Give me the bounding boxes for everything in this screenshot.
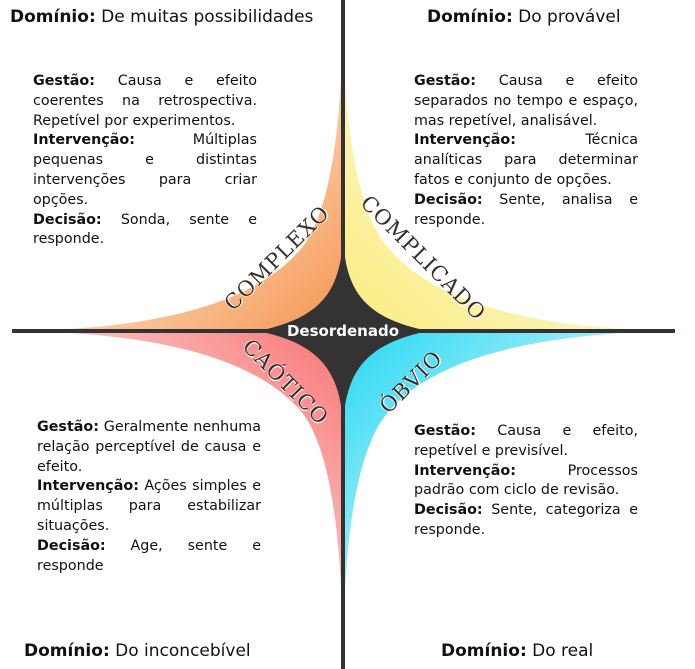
disorder-label: Desordenado <box>286 322 399 340</box>
chaotic-description: Gestão: Geralmente nenhuma relação perce… <box>37 419 262 574</box>
domain-obvious: Domínio: Do real <box>441 641 594 661</box>
chaotic-region <box>0 331 343 669</box>
domain-complex: Domínio: De muitas possibilidades <box>10 7 314 27</box>
complicated-region <box>343 0 695 331</box>
domain-complicated: Domínio: Do provável <box>427 7 621 27</box>
complex-region <box>0 0 343 331</box>
obvious-region <box>343 331 695 669</box>
domain-chaotic: Domínio: Do inconcebível <box>24 641 251 661</box>
complex-description: Gestão: Causa e efeito coerentes na retr… <box>33 73 258 248</box>
obvious-description: Gestão: Causa e efeito, repetível e prev… <box>414 423 638 538</box>
complicated-description: Gestão: Causa e efeito separados no temp… <box>414 73 639 228</box>
